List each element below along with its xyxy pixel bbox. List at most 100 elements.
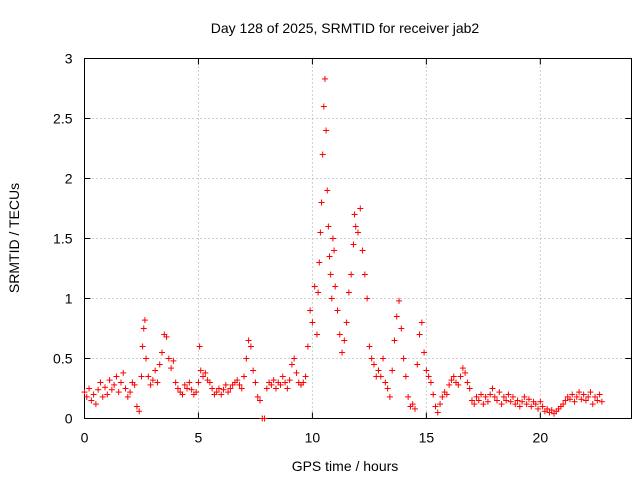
y-tick-label: 1.5 <box>53 231 73 247</box>
data-point <box>521 393 528 400</box>
data-point <box>222 381 229 388</box>
data-point <box>140 325 147 332</box>
data-point <box>332 283 339 290</box>
data-point <box>532 401 539 408</box>
x-axis-label: GPS time / hours <box>292 458 399 474</box>
data-point <box>573 393 580 400</box>
data-point <box>523 401 530 408</box>
data-point <box>432 403 439 410</box>
data-point <box>537 398 544 405</box>
data-point <box>252 379 259 386</box>
data-point <box>400 355 407 362</box>
data-point <box>398 325 405 332</box>
data-point <box>566 396 573 403</box>
y-tick-label: 2.5 <box>53 111 73 127</box>
data-point <box>196 343 203 350</box>
data-point <box>324 187 331 194</box>
data-point <box>293 369 300 376</box>
data-point <box>416 331 423 338</box>
y-axis: 0 0.5 1 1.5 2 2.5 3 <box>53 51 632 427</box>
data-point <box>473 393 480 400</box>
data-point <box>450 373 457 380</box>
data-point <box>321 75 328 82</box>
data-point <box>384 385 391 392</box>
data-point <box>245 337 252 344</box>
data-point <box>170 357 177 364</box>
data-point <box>213 389 220 396</box>
y-tick-label: 3 <box>65 51 73 67</box>
data-point <box>326 253 333 260</box>
data-point <box>351 211 358 218</box>
data-point <box>133 403 140 410</box>
data-point <box>131 381 138 388</box>
data-point <box>323 127 330 134</box>
data-point <box>117 379 124 386</box>
data-point <box>317 229 324 236</box>
data-point <box>108 386 115 393</box>
data-point <box>307 307 314 314</box>
data-points <box>81 75 605 422</box>
data-point <box>149 377 156 384</box>
y-tick-label: 0 <box>65 411 73 427</box>
data-point <box>209 385 216 392</box>
data-point <box>81 389 88 396</box>
data-point <box>147 381 154 388</box>
data-point <box>357 205 364 212</box>
data-point <box>238 385 245 392</box>
data-point <box>359 247 366 254</box>
data-point <box>234 377 241 384</box>
y-tick-label: 1 <box>65 291 73 307</box>
data-point <box>165 355 172 362</box>
data-point <box>459 365 466 372</box>
data-point <box>143 355 150 362</box>
y-tick-label: 2 <box>65 171 73 187</box>
x-tick-label: 5 <box>195 430 203 446</box>
data-point <box>509 393 516 400</box>
data-point <box>202 369 209 376</box>
data-point <box>478 391 485 398</box>
data-point <box>304 343 311 350</box>
data-point <box>512 401 519 408</box>
data-point <box>104 391 111 398</box>
data-point <box>539 403 546 410</box>
data-point <box>313 331 320 338</box>
data-point <box>302 373 309 380</box>
data-point <box>318 199 325 206</box>
data-point <box>156 361 163 368</box>
data-point <box>544 405 551 412</box>
data-point <box>256 397 263 404</box>
data-point <box>507 398 514 405</box>
data-point <box>124 393 131 400</box>
data-point <box>320 103 327 110</box>
data-point <box>341 337 348 344</box>
x-tick-label: 0 <box>81 430 89 446</box>
data-point <box>277 381 284 388</box>
data-point <box>434 409 441 416</box>
data-point <box>482 393 489 400</box>
data-point <box>139 343 146 350</box>
data-point <box>90 391 97 398</box>
data-point <box>186 379 193 386</box>
data-point <box>487 391 494 398</box>
data-point <box>254 393 261 400</box>
data-point <box>193 389 200 396</box>
data-point <box>439 393 446 400</box>
data-point <box>168 365 175 372</box>
data-point <box>220 386 227 393</box>
data-point <box>195 379 202 386</box>
data-point <box>446 381 453 388</box>
y-tick-label: 0.5 <box>53 351 73 367</box>
data-point <box>263 385 270 392</box>
data-point <box>589 401 596 408</box>
data-point <box>582 397 589 404</box>
data-point <box>328 295 335 302</box>
grid-lines <box>84 58 632 419</box>
data-point <box>92 401 99 408</box>
data-point <box>215 385 222 392</box>
data-point <box>443 391 450 398</box>
data-point <box>370 361 377 368</box>
data-point <box>152 367 159 374</box>
data-point <box>268 381 275 388</box>
data-point <box>327 271 334 278</box>
data-point <box>319 151 326 158</box>
